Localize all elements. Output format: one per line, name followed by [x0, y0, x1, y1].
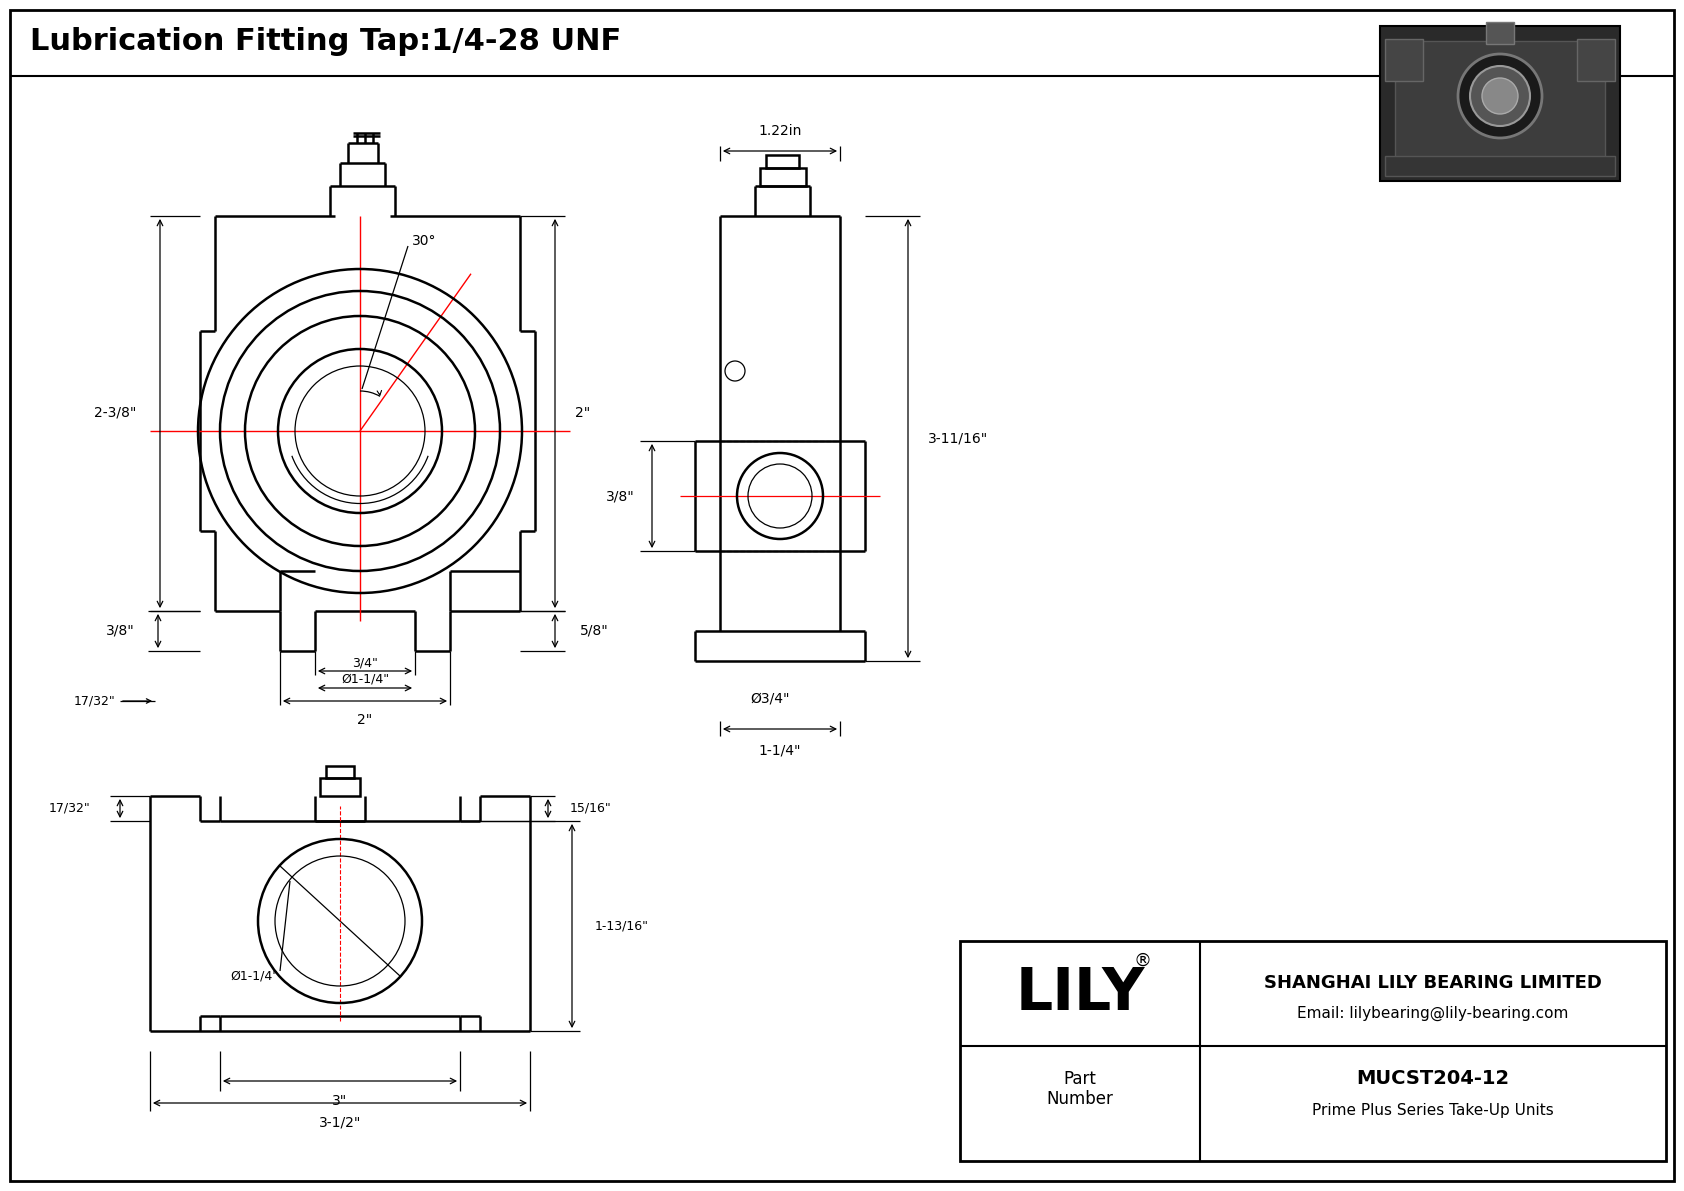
Text: 3-11/16": 3-11/16" [928, 432, 989, 445]
Text: 2": 2" [574, 406, 591, 420]
Text: ®: ® [1133, 952, 1150, 969]
Text: Prime Plus Series Take-Up Units: Prime Plus Series Take-Up Units [1312, 1104, 1554, 1118]
Text: 30°: 30° [413, 233, 436, 248]
Bar [1384, 156, 1615, 176]
Text: 3": 3" [332, 1095, 347, 1108]
Bar [960, 941, 1665, 1161]
Text: 17/32": 17/32" [74, 694, 116, 707]
Text: 3-1/2": 3-1/2" [318, 1116, 360, 1130]
Bar [1384, 39, 1423, 81]
Bar [1485, 21, 1514, 44]
Text: Ø1-1/4": Ø1-1/4" [231, 969, 278, 983]
Text: 15/16": 15/16" [569, 802, 611, 815]
Text: 3/8": 3/8" [606, 490, 635, 503]
Text: MUCST204-12: MUCST204-12 [1356, 1068, 1509, 1087]
Text: LILY: LILY [1015, 965, 1145, 1022]
Text: 1.22in: 1.22in [758, 124, 802, 138]
Text: Email: lilybearing@lily-bearing.com: Email: lilybearing@lily-bearing.com [1297, 1005, 1569, 1021]
Text: 5/8": 5/8" [579, 624, 608, 638]
Text: Lubrication Fitting Tap:1/4-28 UNF: Lubrication Fitting Tap:1/4-28 UNF [30, 26, 621, 56]
Text: 3/4": 3/4" [352, 656, 377, 669]
Text: Ø3/4": Ø3/4" [751, 691, 790, 705]
Bar [1394, 40, 1605, 172]
Circle shape [1470, 66, 1531, 126]
Bar [1576, 39, 1615, 81]
Text: 1-13/16": 1-13/16" [594, 919, 648, 933]
Text: Part
Number: Part Number [1046, 1070, 1113, 1109]
Bar [1379, 26, 1620, 181]
Bar [759, 168, 807, 186]
Circle shape [1482, 77, 1517, 114]
Text: Ø1-1/4": Ø1-1/4" [340, 673, 389, 686]
Circle shape [1458, 54, 1543, 138]
Bar [327, 766, 354, 778]
Text: 17/32": 17/32" [49, 802, 89, 815]
Bar [320, 778, 360, 796]
Text: 3/8": 3/8" [106, 624, 135, 638]
Text: 1-1/4": 1-1/4" [759, 743, 802, 757]
Bar [766, 155, 798, 168]
Text: SHANGHAI LILY BEARING LIMITED: SHANGHAI LILY BEARING LIMITED [1265, 974, 1601, 992]
Text: 2": 2" [357, 713, 372, 727]
Text: 2-3/8": 2-3/8" [94, 406, 136, 420]
